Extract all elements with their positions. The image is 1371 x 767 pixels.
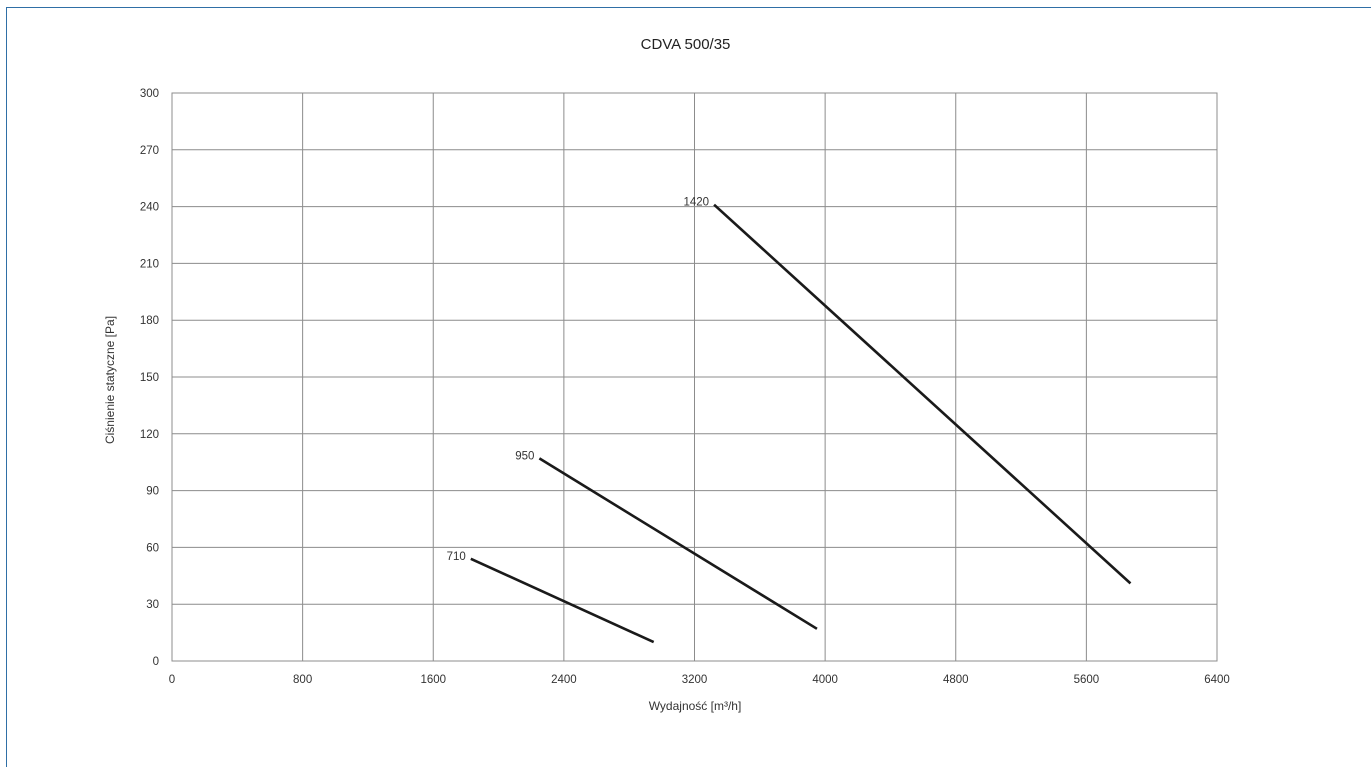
y-tick-label: 30	[146, 599, 159, 611]
chart-grid	[171, 92, 1218, 662]
x-axis-ticks: 0 800 1600 2400 3200 4000 4800 5600 6400	[169, 674, 1230, 686]
series-line-950	[538, 457, 818, 630]
series-line-710	[470, 557, 655, 644]
y-tick-label: 270	[140, 145, 159, 157]
x-axis-label: Wydajność [m³/h]	[648, 699, 742, 713]
x-tick-label: 1600	[420, 674, 446, 686]
y-tick-label: 300	[140, 88, 159, 100]
y-tick-label: 60	[146, 542, 159, 554]
y-tick-label: 150	[140, 372, 159, 384]
x-tick-label: 6400	[1204, 674, 1230, 686]
x-tick-label: 800	[293, 674, 312, 686]
x-tick-label: 4000	[812, 674, 838, 686]
series-label-1420: 1420	[684, 197, 710, 209]
x-tick-label: 4800	[943, 674, 969, 686]
series-label-710: 710	[447, 551, 466, 563]
y-tick-label: 210	[140, 258, 159, 270]
chart-frame	[6, 7, 1371, 767]
plot-border	[171, 92, 1218, 662]
x-tick-label: 2400	[551, 674, 577, 686]
x-tick-label: 5600	[1074, 674, 1100, 686]
chart-title: CDVA 500/35	[640, 36, 731, 53]
y-tick-label: 120	[140, 429, 159, 441]
y-tick-label: 0	[153, 656, 159, 668]
x-tick-label: 0	[169, 674, 175, 686]
y-tick-label: 180	[140, 315, 159, 327]
y-tick-label: 240	[140, 202, 159, 214]
x-tick-label: 3200	[682, 674, 708, 686]
chart-series: 710 950 1420	[447, 197, 1132, 644]
y-axis-ticks: 0 30 60 90 120 150 180 210 240 270 300	[140, 88, 159, 668]
series-line-1420	[713, 203, 1132, 585]
series-label-950: 950	[515, 450, 534, 462]
y-tick-label: 90	[146, 486, 159, 498]
